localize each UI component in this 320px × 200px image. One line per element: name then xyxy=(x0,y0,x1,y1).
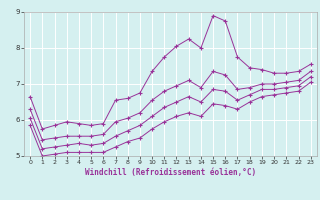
X-axis label: Windchill (Refroidissement éolien,°C): Windchill (Refroidissement éolien,°C) xyxy=(85,168,256,177)
